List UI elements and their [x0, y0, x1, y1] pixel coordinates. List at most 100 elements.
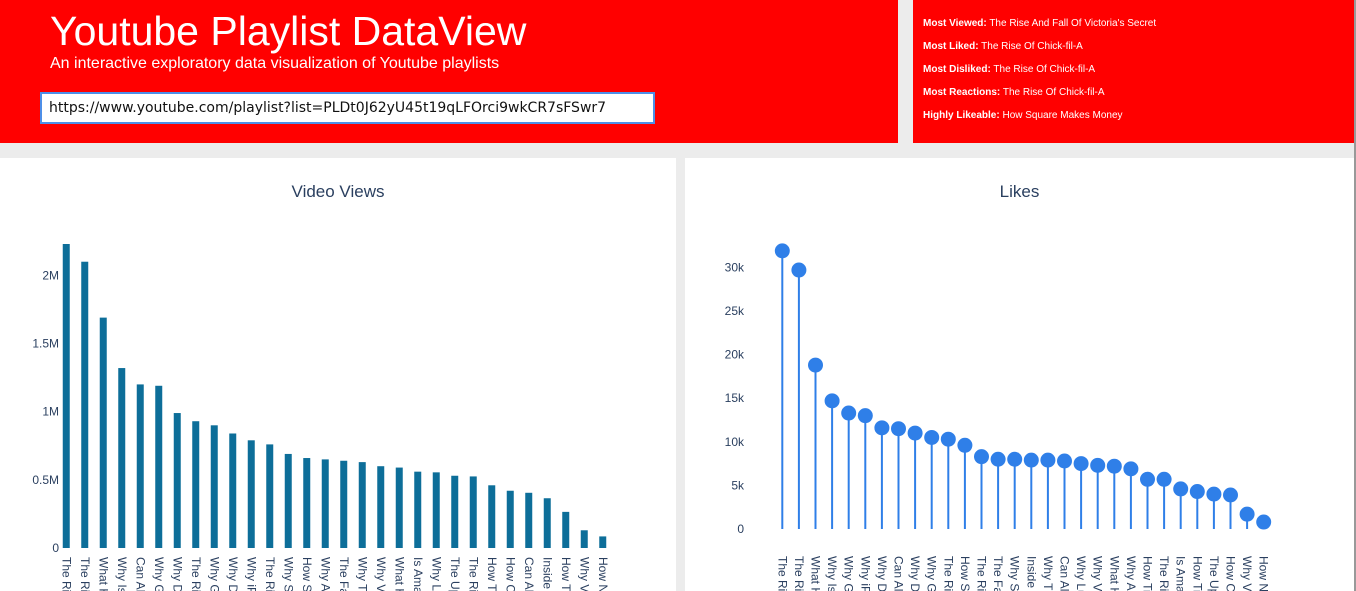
views-bar: [303, 458, 311, 548]
likes-point: [774, 243, 790, 259]
views-chart: 0 0.5M 1M 1.5M 2M The Ri The Ri What H Why Is Can…: [32, 244, 610, 591]
likes-point: [1123, 461, 1139, 477]
y-tick-label: 1.5M: [32, 337, 59, 351]
y-tick-label: 0: [737, 522, 744, 536]
views-bar: [321, 459, 329, 548]
views-bar: [284, 453, 292, 548]
stat-most-disliked: Most Disliked: The Rise Of Chick-fil-A: [923, 64, 1095, 76]
x-tick-label: What H: [392, 557, 406, 591]
x-tick-label: Why D: [875, 556, 889, 591]
likes-point: [874, 420, 890, 436]
views-bar: [562, 511, 570, 548]
likes-point: [1156, 471, 1172, 487]
y-tick-label: 30k: [725, 260, 745, 274]
x-tick-label: The Fa: [337, 557, 351, 591]
likes-point: [1239, 506, 1255, 522]
stat-label: Most Disliked:: [923, 64, 991, 75]
x-tick-label: The Ri: [189, 557, 203, 591]
views-bar: [414, 471, 422, 548]
views-chart-panel: Video Views 0 0.5M 1M 1.5M 2M The Ri The Ri Wha…: [0, 158, 676, 591]
x-tick-label: Can Al: [1058, 556, 1072, 591]
likes-point: [1007, 451, 1023, 467]
views-bar: [506, 490, 514, 548]
likes-chart-panel: Likes 0 5k 10k 15k 20k 25k 30k The Ri The Ri What…: [685, 158, 1354, 591]
page-subtitle: An interactive exploratory data visualiz…: [50, 55, 500, 72]
stat-most-viewed: Most Viewed: The Rise And Fall Of Victor…: [923, 18, 1156, 30]
y-tick-label: 25k: [725, 304, 745, 318]
x-tick-label: How Ti: [485, 557, 499, 591]
views-bar: [210, 425, 218, 548]
x-tick-label: Is Ama: [411, 557, 425, 591]
x-tick-label: Can Al: [892, 556, 906, 591]
likes-point: [841, 405, 857, 421]
x-tick-label: Inside: [540, 557, 554, 589]
stat-label: Most Viewed:: [923, 18, 987, 29]
x-tick-label: Why A: [1124, 556, 1138, 591]
x-tick-label: The Ri: [1157, 556, 1171, 591]
views-bar: [62, 244, 70, 548]
likes-point: [1173, 481, 1189, 497]
x-tick-label: How S: [300, 557, 314, 591]
likes-point: [891, 421, 906, 437]
x-tick-label: Why G: [207, 557, 221, 591]
x-tick-label: Why V: [577, 557, 591, 591]
views-bar: [395, 467, 403, 548]
stat-label: Highly Likeable:: [923, 110, 1000, 121]
x-tick-label: How S: [958, 556, 972, 591]
likes-point: [1189, 484, 1205, 500]
likes-point: [1206, 486, 1222, 502]
x-tick-label: Inside: [1024, 556, 1038, 588]
x-tick-label: Why Is: [825, 556, 839, 591]
views-bar: [247, 440, 255, 548]
x-tick-label: The Up: [1207, 556, 1221, 591]
views-bar: [432, 472, 440, 548]
views-bar: [543, 498, 551, 548]
likes-point: [1090, 457, 1106, 473]
likes-point: [1106, 458, 1122, 474]
x-tick-label: Why Lu: [1074, 556, 1088, 591]
x-tick-label: Why V: [1091, 556, 1105, 591]
playlist-url-input[interactable]: [40, 92, 655, 124]
header-banner: Youtube Playlist DataView An interactive…: [0, 0, 898, 143]
x-tick-label: How C: [503, 557, 517, 591]
views-bar: [525, 492, 533, 548]
x-tick-label: Why T: [355, 557, 369, 591]
x-tick-label: The Ri: [975, 556, 989, 591]
y-tick-label: 0: [52, 541, 59, 555]
views-bar: [173, 413, 181, 548]
x-tick-label: Why A: [318, 557, 332, 591]
y-tick-label: 1M: [42, 405, 59, 419]
views-bar: [599, 536, 607, 548]
x-tick-label: Why S: [281, 557, 295, 591]
likes-point: [1057, 453, 1072, 469]
likes-point: [1256, 514, 1272, 530]
views-bar: [377, 466, 385, 548]
x-tick-label: Is Ama: [1174, 556, 1188, 591]
y-tick-label: 15k: [725, 391, 745, 405]
x-tick-label: What H: [96, 557, 110, 591]
likes-point: [1023, 452, 1039, 468]
x-tick-label: Why S: [1008, 556, 1022, 591]
views-bar: [266, 444, 274, 548]
x-tick-label: How Ti: [1190, 556, 1204, 591]
x-tick-label: What H: [809, 556, 823, 591]
views-bar: [192, 421, 200, 548]
stat-most-reactions: Most Reactions: The Rise Of Chick-fil-A: [923, 87, 1105, 99]
x-tick-label: Why G: [152, 557, 166, 591]
likes-point: [791, 262, 807, 278]
x-tick-label: Can Al: [522, 557, 536, 591]
likes-point: [1223, 487, 1238, 503]
likes-point: [907, 425, 923, 441]
x-tick-label: Why Is: [115, 557, 129, 591]
x-tick-label: How N: [596, 557, 610, 591]
y-tick-label: 10k: [725, 435, 745, 449]
y-tick-label: 0.5M: [32, 473, 59, 487]
likes-point: [990, 451, 1006, 467]
x-tick-label: The Ri: [263, 557, 277, 591]
y-tick-label: 5k: [731, 478, 745, 492]
stats-panel: Most Viewed: The Rise And Fall Of Victor…: [913, 0, 1354, 143]
x-tick-label: How Ti: [1141, 556, 1155, 591]
x-tick-label: How N: [1257, 556, 1271, 591]
views-bar: [580, 530, 588, 548]
